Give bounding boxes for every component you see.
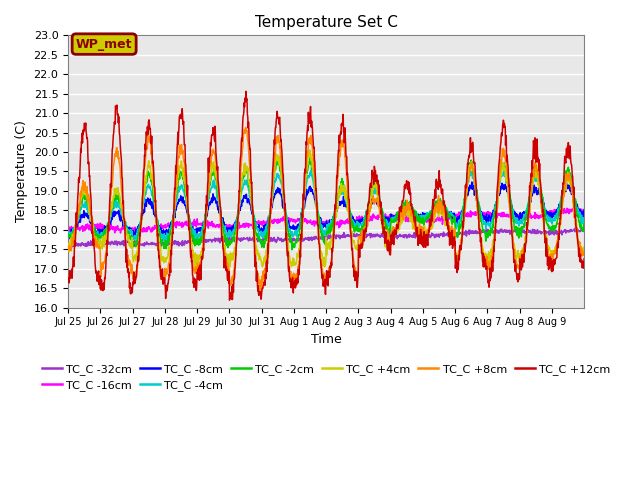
Title: Temperature Set C: Temperature Set C <box>255 15 397 30</box>
Text: WP_met: WP_met <box>76 37 132 50</box>
Y-axis label: Temperature (C): Temperature (C) <box>15 120 28 222</box>
Legend: TC_C -32cm, TC_C -16cm, TC_C -8cm, TC_C -4cm, TC_C -2cm, TC_C +4cm, TC_C +8cm, T: TC_C -32cm, TC_C -16cm, TC_C -8cm, TC_C … <box>37 360 615 396</box>
X-axis label: Time: Time <box>311 333 342 346</box>
